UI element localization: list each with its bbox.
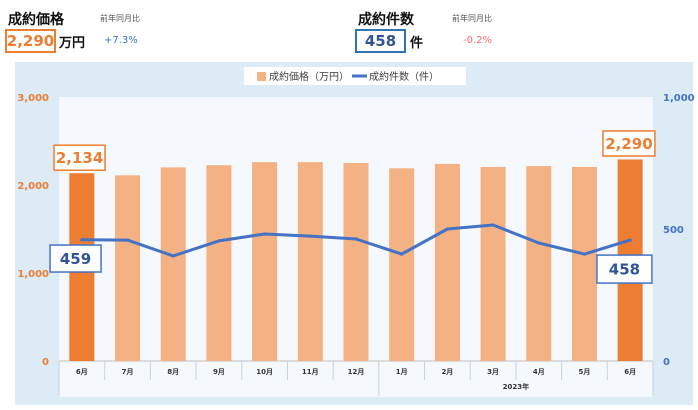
x-axis-category-label: 1月 bbox=[396, 368, 408, 376]
count-point-8 bbox=[400, 252, 404, 256]
price-bar-2 bbox=[115, 175, 141, 361]
count-data-label-13: 458 bbox=[596, 254, 653, 284]
count-point-2 bbox=[125, 238, 130, 242]
price-data-label-13: 2,290 bbox=[602, 130, 656, 157]
legend-label-count: 成約件数（件） bbox=[369, 70, 439, 83]
right-axis-tick-label: 0 bbox=[663, 357, 670, 368]
price-kpi-value: 2,290 bbox=[5, 29, 56, 53]
legend-swatch-price bbox=[257, 72, 266, 81]
left-axis-tick-label: 0 bbox=[42, 357, 49, 368]
count-point-11 bbox=[537, 241, 541, 245]
x-axis-category-label: 5月 bbox=[579, 368, 591, 376]
count-yoy-value: -0.2% bbox=[463, 35, 493, 46]
data-label-text: 459 bbox=[60, 250, 91, 268]
x-axis-category-label: 11月 bbox=[302, 368, 319, 376]
x-axis-category-label: 2月 bbox=[441, 368, 453, 376]
count-point-13 bbox=[628, 238, 632, 242]
right-axis-tick-label: 500 bbox=[663, 225, 684, 236]
price-yoy-label: 前年同月比 bbox=[100, 14, 140, 23]
x-axis-category-label: 9月 bbox=[213, 368, 225, 376]
count-point-3 bbox=[171, 254, 175, 258]
x-axis-category-label: 12月 bbox=[348, 368, 365, 376]
x-axis-category-label: 6月 bbox=[624, 368, 636, 376]
price-kpi-unit: 万円 bbox=[59, 36, 86, 51]
price-bar-4 bbox=[206, 165, 232, 361]
data-label-box bbox=[49, 244, 102, 273]
price-data-label-1: 2,134 bbox=[53, 144, 106, 171]
legend: 成約価格（万円） 成約件数（件） bbox=[244, 67, 466, 85]
x-axis-category-label: 7月 bbox=[122, 368, 134, 376]
data-labels: 2,134 2,290 459 458 bbox=[49, 130, 656, 284]
data-label-text: 458 bbox=[609, 261, 640, 279]
price-bar-5 bbox=[252, 162, 278, 361]
data-label-box bbox=[602, 130, 656, 157]
left-axis-tick-label: 1,000 bbox=[17, 269, 49, 280]
count-point-5 bbox=[263, 232, 267, 236]
price-kpi-label: 成約価格 bbox=[8, 12, 64, 28]
count-point-6 bbox=[308, 234, 312, 238]
price-bar-8 bbox=[389, 168, 415, 361]
data-label-text: 2,134 bbox=[56, 149, 103, 167]
count-yoy-label: 前年同月比 bbox=[452, 14, 492, 23]
price-bar-6 bbox=[297, 162, 323, 361]
right-axis-tick-label: 1,000 bbox=[663, 93, 695, 104]
x-axis-category-label: 8月 bbox=[167, 368, 179, 376]
data-label-text: 2,290 bbox=[605, 135, 652, 153]
count-kpi-unit: 件 bbox=[410, 36, 424, 51]
legend-label-price: 成約価格（万円） bbox=[269, 70, 349, 83]
x-axis-category-label: 3月 bbox=[487, 368, 499, 376]
x-axis-category-label: 6月 bbox=[76, 368, 88, 376]
count-point-7 bbox=[354, 237, 358, 241]
price-yoy-value: +7.3% bbox=[104, 35, 138, 46]
count-point-4 bbox=[217, 239, 221, 243]
count-line-layer bbox=[80, 223, 632, 258]
price-bar-10 bbox=[480, 166, 506, 361]
count-point-1 bbox=[80, 238, 84, 242]
price-bar-3 bbox=[160, 167, 186, 361]
count-data-label-1: 459 bbox=[49, 244, 102, 273]
price-bar-7 bbox=[343, 163, 369, 361]
count-point-12 bbox=[582, 252, 587, 256]
price-bar-11 bbox=[526, 166, 552, 361]
price-bar-12 bbox=[571, 166, 597, 361]
count-kpi-value: 458 bbox=[355, 29, 406, 53]
x-axis-group-label: 2023年 bbox=[503, 382, 529, 391]
count-point-10 bbox=[491, 223, 495, 227]
x-axis-category-label: 10月 bbox=[256, 368, 273, 376]
data-label-box bbox=[596, 254, 653, 284]
count-point-9 bbox=[445, 227, 449, 231]
axes: 0 1,000 2,000 3,000 0 500 1,000 6月 7月 8月 9月 10月 11月 1… bbox=[17, 93, 695, 396]
left-axis-tick-label: 2,000 bbox=[17, 181, 49, 192]
price-bar-9 bbox=[434, 163, 460, 361]
left-axis-tick-label: 3,000 bbox=[17, 93, 49, 104]
count-kpi-label: 成約件数 bbox=[358, 12, 414, 28]
x-axis-category-label: 4月 bbox=[533, 368, 545, 376]
data-label-box bbox=[53, 144, 106, 171]
